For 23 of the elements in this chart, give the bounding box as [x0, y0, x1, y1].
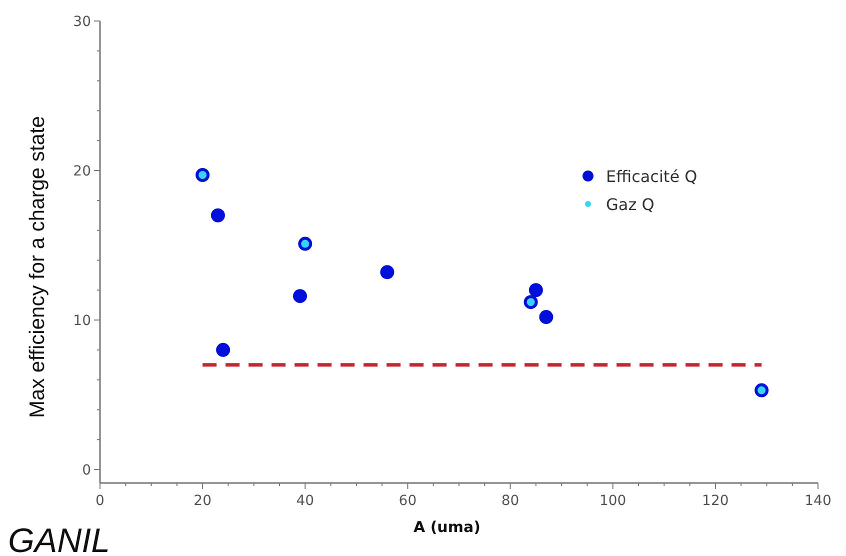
y-tick-label: 0 [82, 462, 91, 479]
text: GANIL [8, 522, 110, 556]
point [528, 283, 543, 298]
point [380, 265, 394, 280]
point [210, 208, 225, 222]
x-tick-label: 80 [501, 493, 520, 509]
x-axis-title: A (uma) [414, 518, 480, 536]
point [293, 289, 308, 304]
x-tick-label: 100 [599, 493, 626, 509]
point [539, 310, 554, 324]
y-tick-label: 10 [73, 313, 91, 330]
y-tick-label: 20 [73, 164, 91, 180]
x-tick-label: 20 [194, 493, 212, 509]
x-tick-label: 0 [96, 493, 104, 509]
point [216, 342, 230, 357]
x-tick-label: 60 [398, 493, 417, 509]
y-tick-label: 30 [73, 14, 91, 30]
x-tick-label: 120 [702, 493, 729, 509]
legend-label: Gaz Q [606, 195, 654, 214]
x-tick-label: 40 [296, 493, 314, 509]
y-axis-title: Max efficiency for a charge state [26, 116, 49, 418]
x-tick-label: 140 [804, 493, 832, 509]
legend-label: Efficacité Q [606, 167, 698, 186]
